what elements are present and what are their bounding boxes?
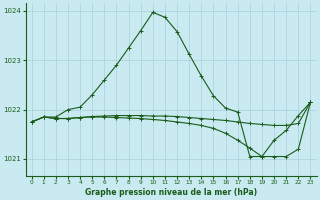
X-axis label: Graphe pression niveau de la mer (hPa): Graphe pression niveau de la mer (hPa) [85, 188, 257, 197]
